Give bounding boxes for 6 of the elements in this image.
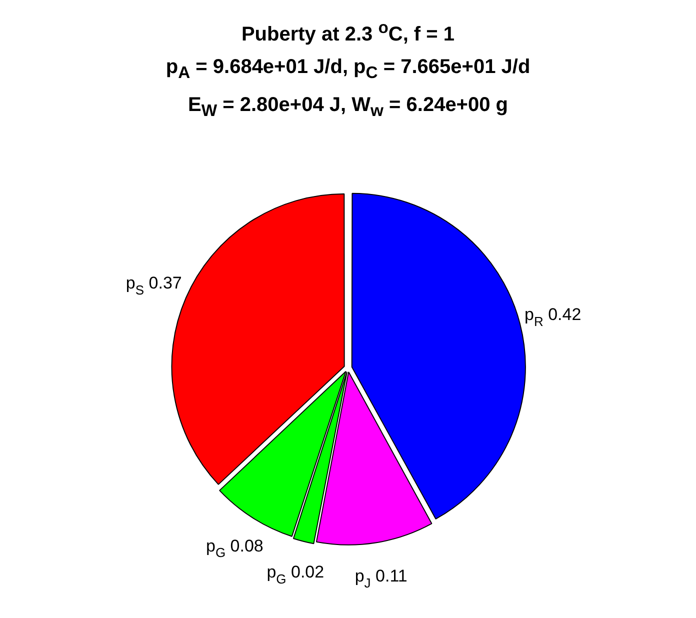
- data-label: 0.42: [543, 305, 582, 324]
- chart-title: Puberty at 2.3 $^{o}$C, f = 1 p$_{A}$ = 9.684e+01 J/d, p$_{C}$ = 7.665e+01 J/d E$_{W}$ = 2.80e+04 J, W$_{w}$ = 6.24e+00 g: [166, 18, 530, 120]
- data-label: 0.08: [226, 536, 264, 556]
- data-label: 0.37: [144, 274, 182, 293]
- data-label: 0.02: [286, 562, 324, 582]
- data-label: 0.11: [370, 566, 408, 586]
